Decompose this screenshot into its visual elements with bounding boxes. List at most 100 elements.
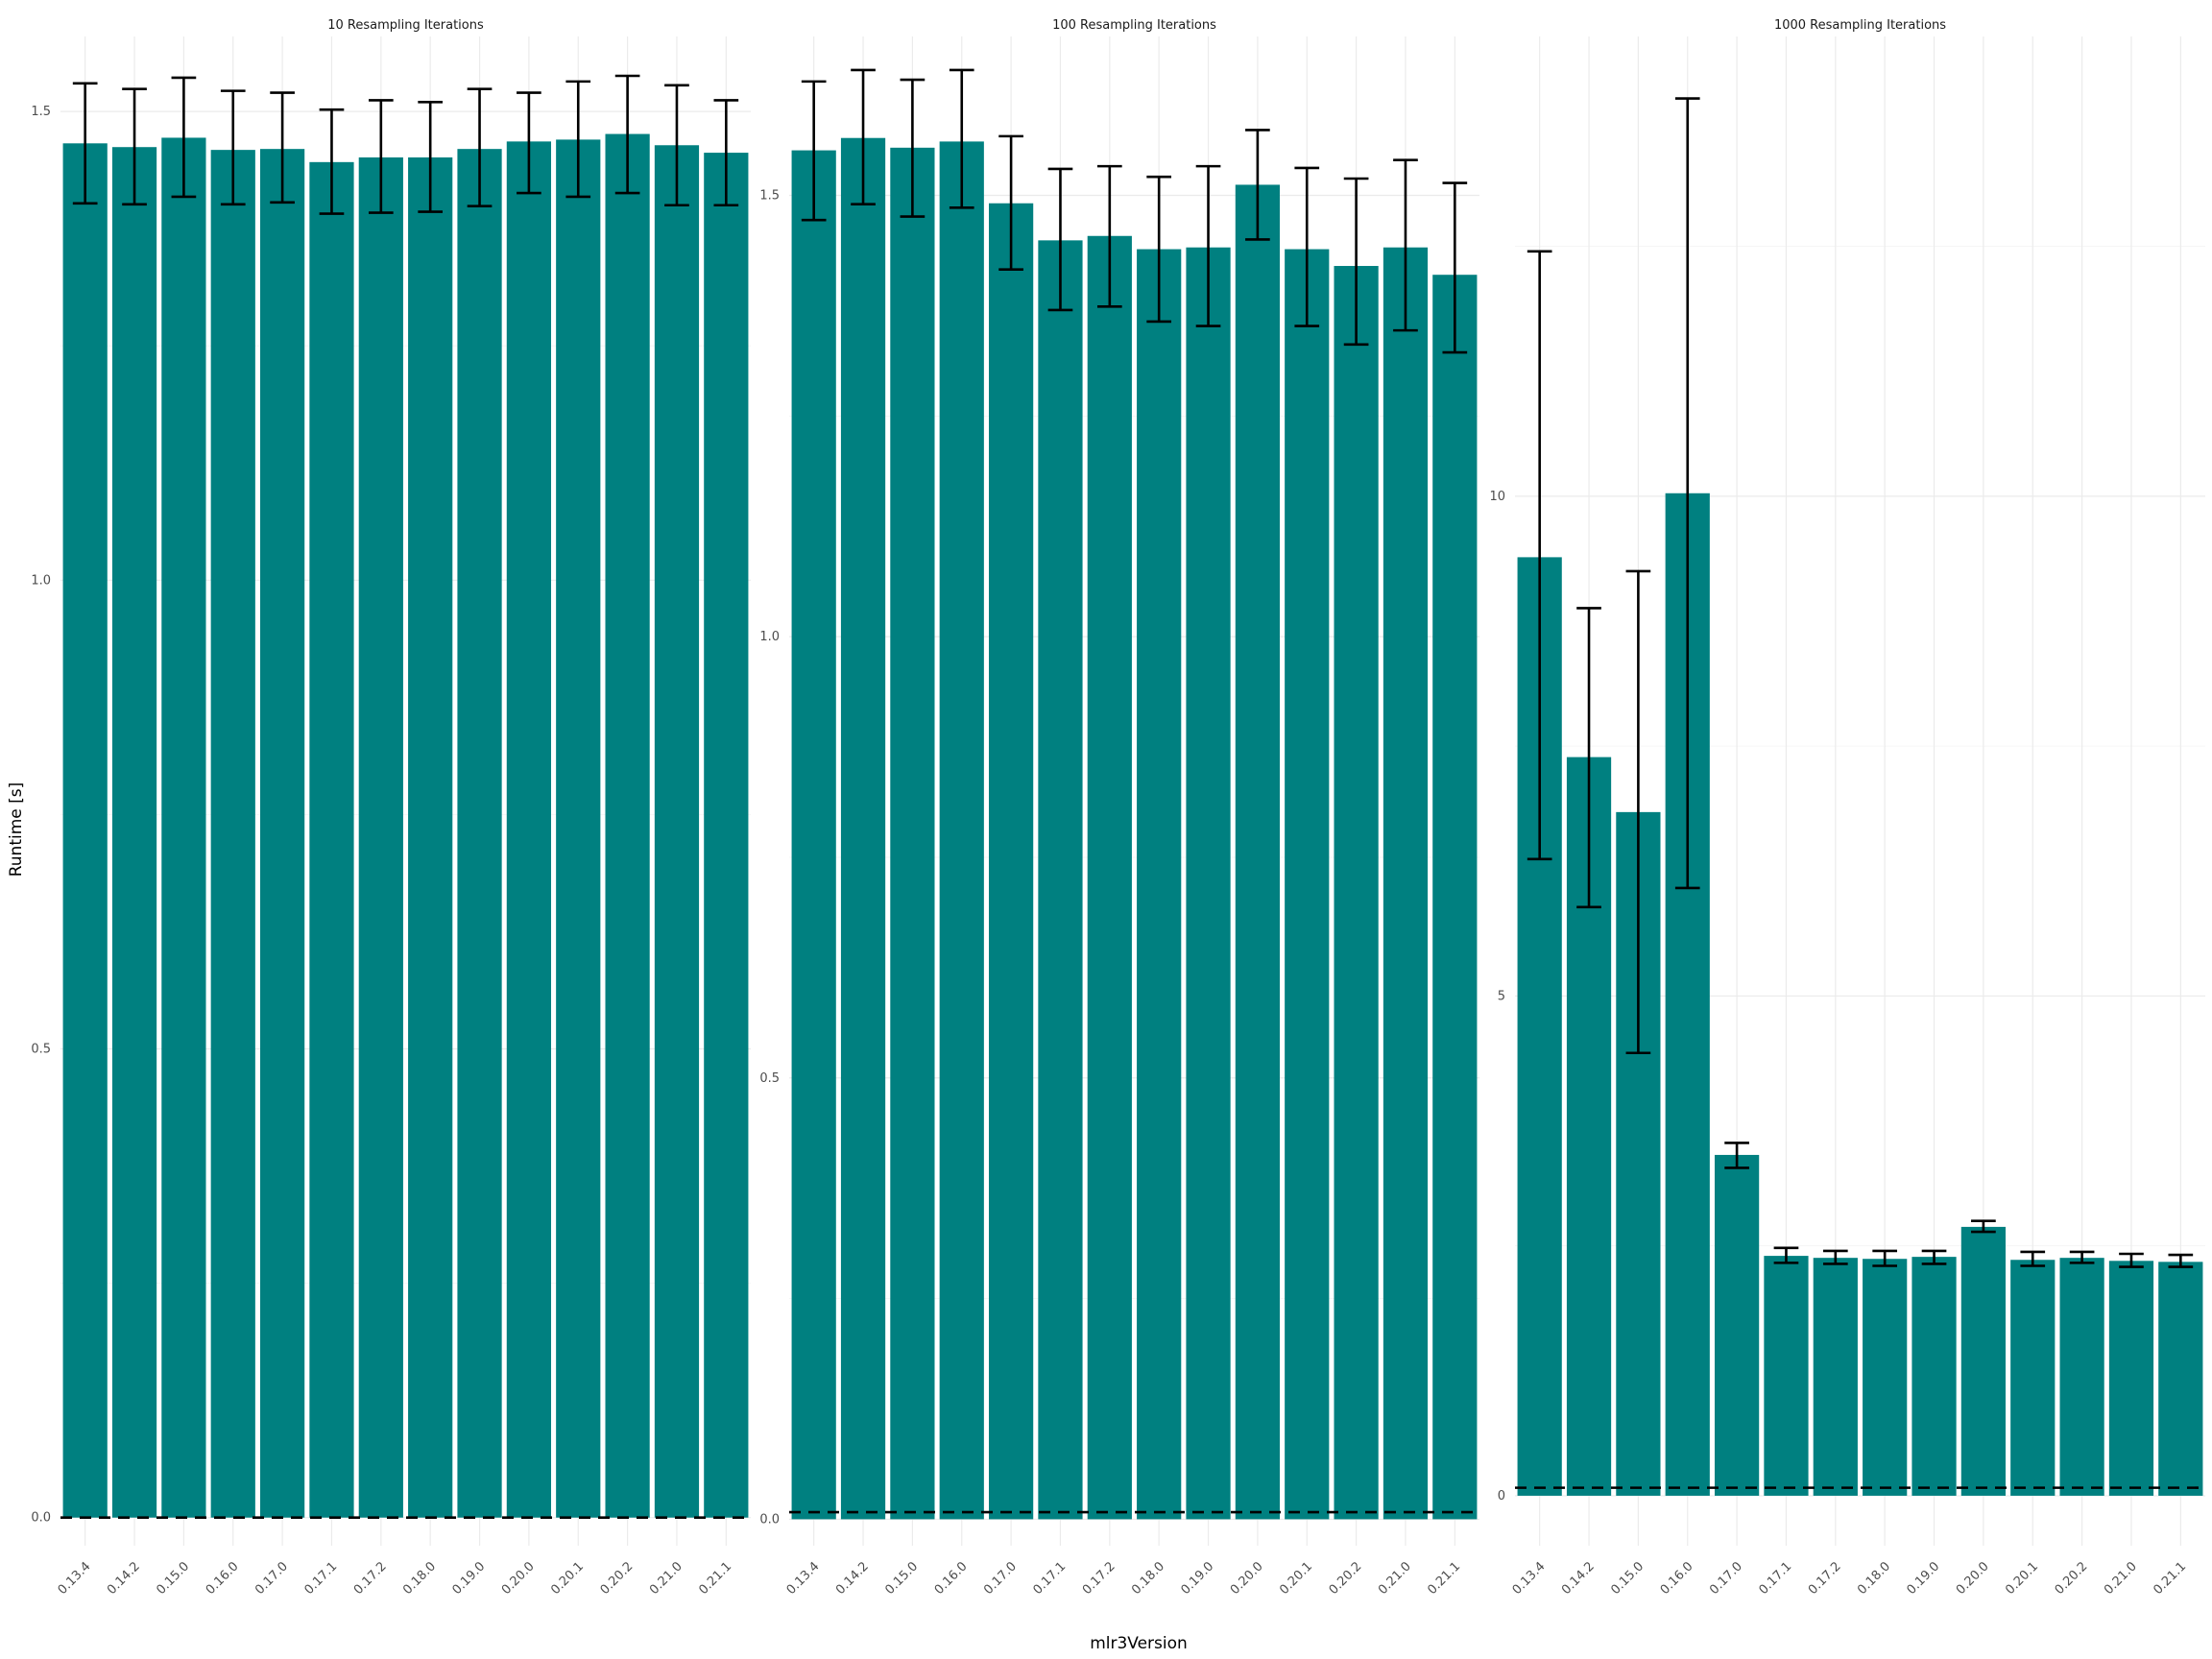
x-tick-label: 0.20.0 [499,1559,538,1598]
error-bar-0.21.1 [713,99,739,207]
x-tick-label: 0.14.2 [1559,1559,1598,1598]
x-tick-label: 0.14.2 [833,1559,872,1598]
bar-0.21.1 [1432,275,1478,1520]
y-axis-title: Runtime [s] [7,782,26,878]
bar-0.17.1 [1764,1256,1809,1496]
error-bar-0.17.1 [1773,1246,1799,1264]
y-tick-label: 1.0 [31,573,51,588]
error-bar-0.20.1 [565,80,591,199]
x-tick-label: 0.17.2 [1080,1559,1118,1598]
y-tick-label: 0.0 [759,1512,780,1527]
x-tick-label: 0.21.0 [2102,1559,2140,1598]
panel-title: 10 Resampling Iterations [327,18,484,33]
error-bar-0.17.2 [1096,164,1122,308]
chart-panels: 0.0 0.5 1.0 1.5 0.13.4 0.14.2 0.15.0 0.16.0 0.17… [31,18,2205,1598]
x-tick-label: 0.20.2 [2053,1559,2091,1598]
bar-0.17.1 [1038,240,1083,1520]
x-tick-label: 0.21.1 [2151,1559,2189,1598]
x-tick-label: 0.13.4 [784,1559,823,1598]
error-bar-0.13.4 [1527,250,1552,861]
error-bar-0.19.0 [467,87,493,208]
error-bar-0.17.1 [1047,167,1073,312]
bar-0.15.0 [161,137,206,1518]
bar-0.19.0 [1911,1257,1957,1496]
bar-0.20.1 [1285,249,1330,1520]
panel-2: 0.0 0.5 1.0 1.5 0.13.4 0.14.2 0.15.0 0.16.0 0.17… [759,18,1479,1598]
error-bar-0.14.2 [122,87,147,206]
bar-0.17.0 [259,149,305,1518]
x-tick-label: 0.20.0 [1228,1559,1266,1598]
panel-title: 100 Resampling Iterations [1052,18,1216,33]
x-tick-label: 0.15.0 [154,1559,192,1598]
x-tick-label: 0.16.0 [204,1559,242,1598]
x-tick-label: 0.18.0 [1129,1559,1167,1598]
error-bar-0.20.2 [614,74,640,195]
x-tick-label: 0.21.1 [696,1559,734,1598]
error-bar-0.17.0 [270,91,295,204]
bar-0.20.0 [506,141,552,1518]
bar-0.20.0 [1235,184,1281,1520]
bar-0.17.0 [988,203,1034,1520]
x-tick-label: 0.17.2 [1806,1559,1844,1598]
error-bar-0.20.1 [2020,1250,2046,1267]
error-bar-0.15.0 [171,76,197,199]
panel-1: 0.0 0.5 1.0 1.5 0.13.4 0.14.2 0.15.0 0.16.0 0.17… [31,18,751,1598]
x-tick-label: 0.15.0 [1608,1559,1647,1598]
y-tick-label: 1.5 [759,188,780,203]
bar-0.16.0 [210,150,255,1518]
bar-0.18.0 [408,156,453,1518]
error-bar-0.21.1 [2168,1253,2194,1268]
x-tick-label: 0.17.1 [1756,1559,1794,1598]
bar-0.13.4 [62,143,108,1518]
error-bar-0.18.0 [1872,1249,1898,1267]
panel-3: 0 5 10 0.13.4 0.14.2 0.15.0 0.16.0 0.17.0 0.17.1… [1489,18,2205,1598]
x-tick-label: 0.16.0 [1658,1559,1696,1598]
error-bar-0.16.0 [949,68,974,209]
bar-0.13.4 [791,150,836,1520]
bar-0.17.2 [1813,1258,1858,1496]
bar-0.20.0 [1960,1226,2007,1496]
error-bar-0.20.2 [1343,177,1369,347]
error-bar-0.20.0 [1245,129,1270,241]
y-tick-label: 1.5 [31,105,51,119]
bar-0.17.2 [1087,235,1132,1520]
error-bar-0.17.0 [1724,1142,1749,1169]
error-bar-0.19.0 [1921,1249,1947,1265]
x-tick-label: 0.17.0 [1707,1559,1745,1598]
error-bar-0.20.1 [1294,166,1320,327]
x-tick-label: 0.20.1 [548,1559,587,1598]
bar-0.21.0 [2108,1261,2154,1496]
error-bar-0.19.0 [1195,164,1221,327]
bar-0.20.2 [2059,1258,2104,1496]
x-tick-label: 0.20.2 [598,1559,637,1598]
y-tick-label: 0.0 [31,1511,51,1526]
error-bar-0.17.0 [998,134,1023,271]
y-tick-label: 0.5 [31,1043,51,1057]
bar-0.21.1 [704,153,749,1518]
x-tick-label: 0.20.0 [1954,1559,1992,1598]
error-bar-0.16.0 [1674,97,1700,890]
y-tick-label: 5 [1498,989,1505,1003]
error-bar-0.14.2 [851,68,876,205]
bar-0.19.0 [457,149,502,1518]
x-tick-label: 0.17.0 [252,1559,291,1598]
bar-0.21.0 [654,145,700,1518]
error-bar-0.20.0 [517,91,541,195]
error-bar-0.15.0 [900,78,926,218]
x-tick-label: 0.13.4 [1510,1559,1549,1598]
bar-0.17.2 [358,156,403,1518]
error-bar-0.18.0 [418,101,444,213]
x-tick-label: 0.21.0 [1376,1559,1414,1598]
x-tick-label: 0.21.1 [1425,1559,1463,1598]
bar-0.19.0 [1186,247,1231,1520]
bar-0.20.1 [2010,1260,2056,1496]
x-tick-label: 0.14.2 [105,1559,143,1598]
x-tick-label: 0.15.0 [882,1559,921,1598]
x-axis-title: mlr3Version [1090,1634,1188,1653]
panel-title: 1000 Resampling Iterations [1774,18,1946,33]
x-tick-label: 0.18.0 [400,1559,439,1598]
x-tick-label: 0.21.0 [647,1559,685,1598]
y-tick-label: 10 [1489,490,1505,504]
x-tick-label: 0.17.0 [981,1559,1020,1598]
x-tick-label: 0.16.0 [932,1559,971,1598]
